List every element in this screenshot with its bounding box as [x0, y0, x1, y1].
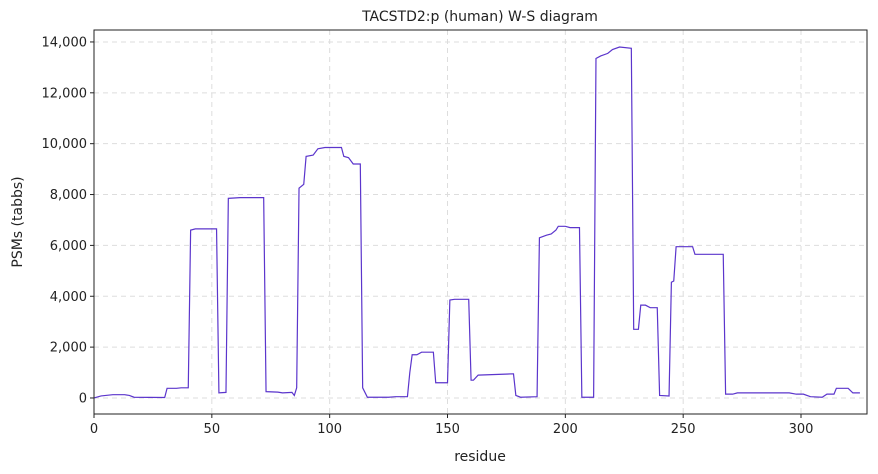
- y-tick-label: 0: [79, 391, 87, 406]
- y-tick-label: 6,000: [50, 239, 87, 254]
- ticks: 0 50 100 150 200 250 300 0 2,000 4,000 6,000 8,000 1…: [42, 35, 814, 437]
- y-tick-label: 10,000: [42, 137, 88, 152]
- marks: [93, 46, 860, 399]
- x-tick-label: 300: [789, 422, 814, 437]
- x-tick-label: 0: [90, 422, 98, 437]
- data-line: [93, 46, 860, 399]
- y-tick-label: 8,000: [50, 188, 87, 203]
- y-tick-label: 12,000: [42, 86, 88, 101]
- x-tick-label: 250: [671, 422, 696, 437]
- x-tick-label: 150: [435, 422, 460, 437]
- x-axis-label: residue: [454, 449, 506, 465]
- plot-frame: [93, 29, 868, 415]
- grid: [93, 30, 867, 414]
- y-tick-label: 14,000: [42, 35, 88, 50]
- y-tick-label: 4,000: [50, 290, 87, 305]
- x-tick-label: 50: [204, 422, 221, 437]
- y-tick-label: 2,000: [50, 341, 87, 356]
- chart-title: TACSTD2:p (human) W-S diagram: [361, 9, 598, 25]
- x-tick-label: 100: [317, 422, 342, 437]
- x-tick-label: 200: [553, 422, 578, 437]
- y-axis-label: PSMs (tabbs): [10, 176, 26, 267]
